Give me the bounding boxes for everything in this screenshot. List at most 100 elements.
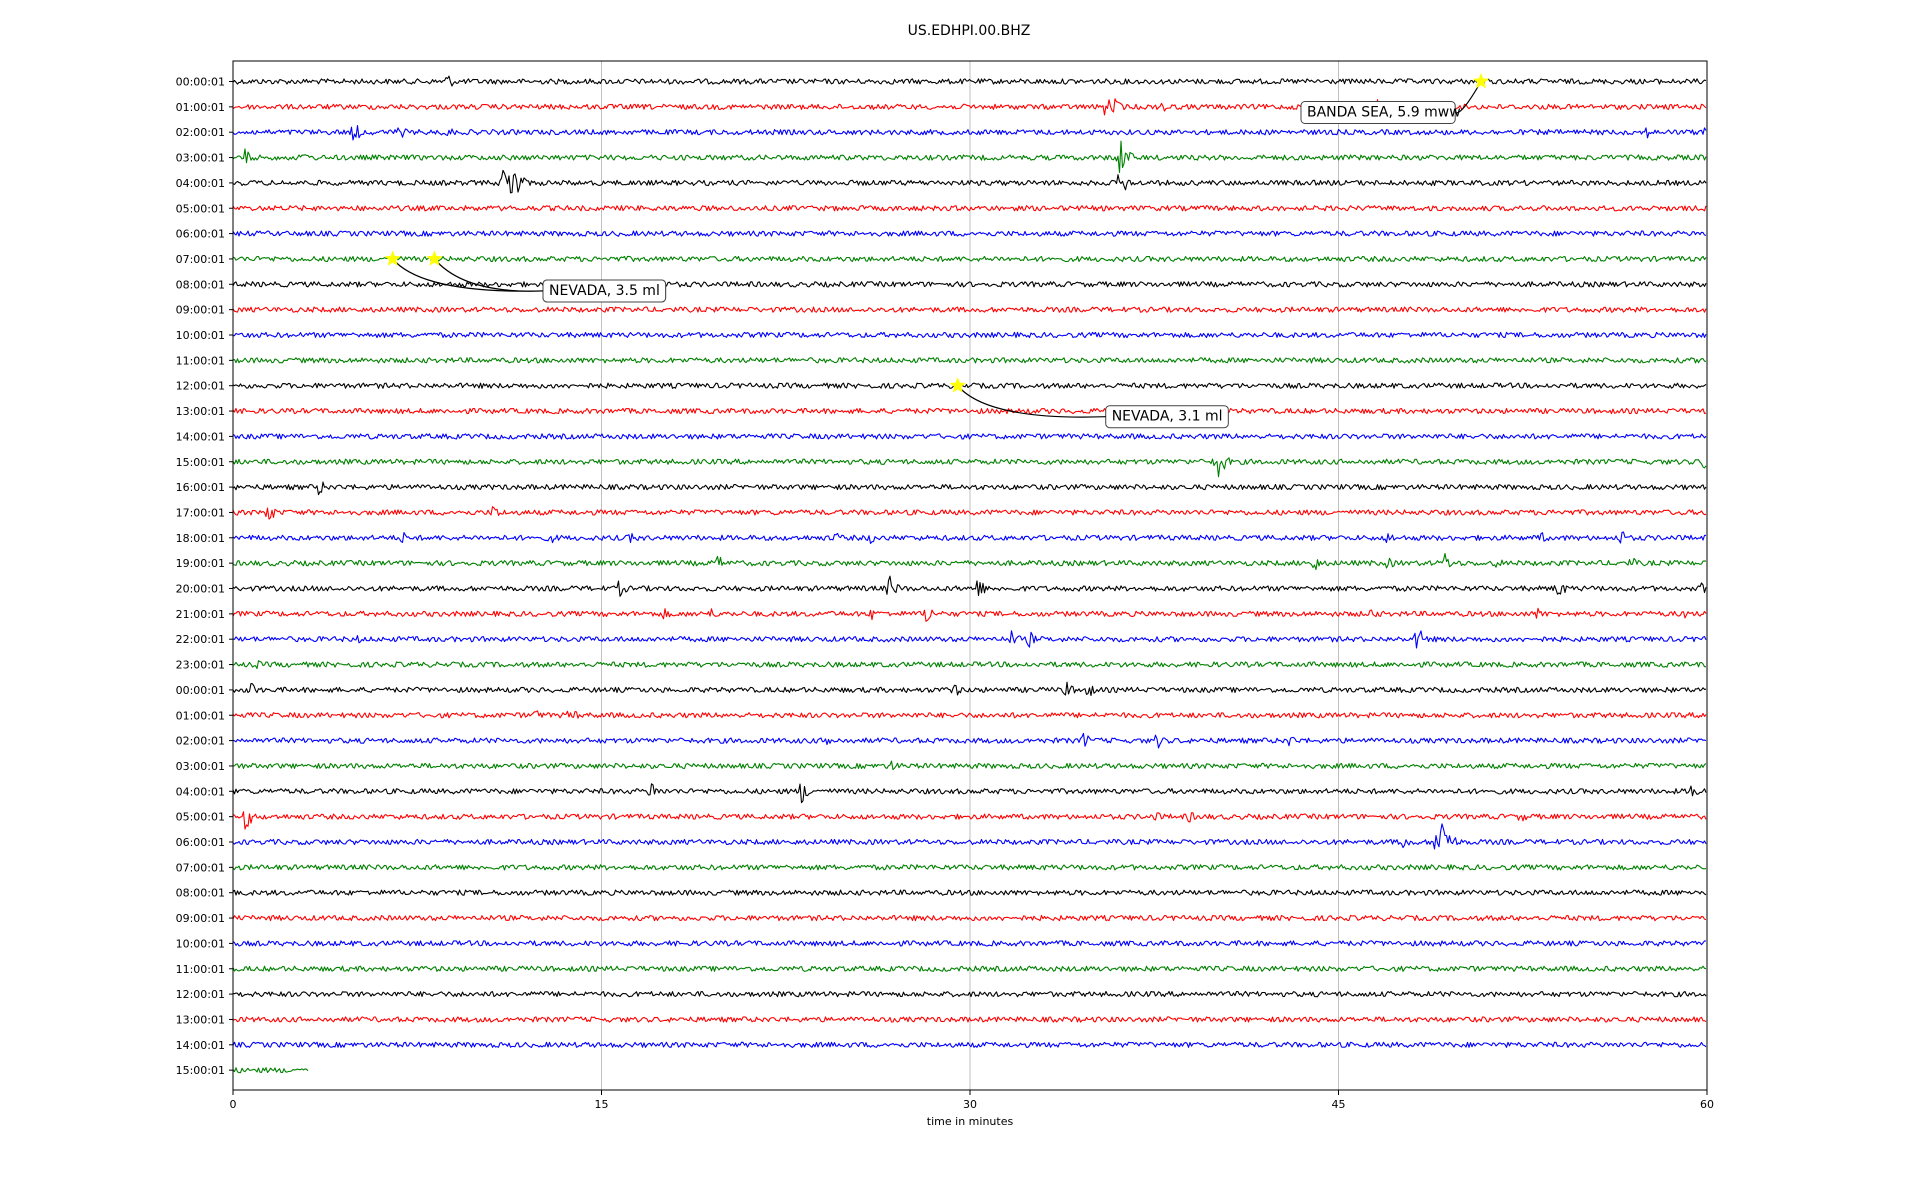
trace-line bbox=[232, 823, 1707, 850]
row-time-label: 18:00:01 bbox=[176, 532, 225, 545]
trace-line bbox=[232, 481, 1707, 496]
trace-line bbox=[232, 506, 1707, 520]
chart-title: US.EDHPI.00.BHZ bbox=[908, 23, 1031, 39]
x-axis-label: time in minutes bbox=[927, 1115, 1014, 1128]
row-time-label: 00:00:01 bbox=[176, 76, 225, 89]
trace-line bbox=[232, 552, 1707, 571]
trace-line bbox=[232, 1067, 309, 1074]
row-time-label: 14:00:01 bbox=[176, 1039, 225, 1052]
trace-line bbox=[232, 990, 1707, 998]
event-star-marker bbox=[949, 377, 966, 393]
trace-line bbox=[232, 760, 1707, 771]
row-time-label: 17:00:01 bbox=[176, 506, 225, 519]
trace-line bbox=[232, 607, 1707, 622]
event-star-marker bbox=[384, 250, 401, 266]
row-time-label: 20:00:01 bbox=[176, 583, 225, 596]
event-label: NEVADA, 3.5 ml bbox=[549, 283, 660, 299]
event-label: BANDA SEA, 5.9 mww bbox=[1307, 105, 1461, 121]
row-time-label: 15:00:01 bbox=[176, 456, 225, 469]
trace-line bbox=[232, 140, 1707, 174]
trace-line bbox=[232, 1016, 1707, 1023]
trace-line bbox=[232, 630, 1707, 649]
row-time-label: 15:00:01 bbox=[176, 1064, 225, 1077]
row-time-label: 01:00:01 bbox=[176, 101, 225, 114]
trace-line bbox=[232, 125, 1707, 141]
trace-line bbox=[232, 205, 1707, 212]
trace-line bbox=[232, 660, 1706, 670]
row-time-label: 21:00:01 bbox=[176, 608, 225, 621]
x-tick-label: 30 bbox=[963, 1098, 977, 1111]
trace-line bbox=[232, 230, 1707, 237]
plot-frame bbox=[232, 60, 1708, 1091]
event-star-marker bbox=[1472, 72, 1490, 89]
trace-line bbox=[232, 811, 1707, 830]
row-time-label: 10:00:01 bbox=[176, 937, 225, 950]
trace-line bbox=[232, 433, 1707, 440]
event-star-marker bbox=[426, 250, 443, 266]
row-time-label: 01:00:01 bbox=[176, 709, 225, 722]
row-time-label: 06:00:01 bbox=[176, 228, 225, 241]
trace-line bbox=[232, 965, 1707, 972]
trace-line bbox=[232, 531, 1707, 544]
trace-line bbox=[232, 407, 1707, 415]
row-time-label: 14:00:01 bbox=[176, 430, 225, 443]
x-tick-label: 0 bbox=[230, 1098, 237, 1111]
row-time-label: 07:00:01 bbox=[176, 861, 225, 874]
trace-line bbox=[232, 169, 1707, 194]
row-time-label: 09:00:01 bbox=[176, 304, 225, 317]
trace-line bbox=[232, 1041, 1707, 1048]
trace-line bbox=[232, 783, 1707, 804]
trace-line bbox=[232, 940, 1707, 947]
trace-line bbox=[232, 732, 1707, 749]
trace-line bbox=[232, 75, 1707, 87]
event-connector bbox=[433, 258, 544, 292]
row-time-label: 08:00:01 bbox=[176, 278, 225, 291]
x-tick-label: 15 bbox=[595, 1098, 609, 1111]
row-time-label: 04:00:01 bbox=[176, 785, 225, 798]
row-time-label: 10:00:01 bbox=[176, 329, 225, 342]
row-time-label: 06:00:01 bbox=[176, 836, 225, 849]
trace-line bbox=[232, 306, 1707, 313]
row-time-label: 16:00:01 bbox=[176, 481, 225, 494]
row-time-label: 22:00:01 bbox=[176, 633, 225, 646]
row-time-label: 19:00:01 bbox=[176, 557, 225, 570]
trace-line bbox=[232, 331, 1707, 339]
row-time-label: 05:00:01 bbox=[176, 811, 225, 824]
x-tick-label: 60 bbox=[1700, 1098, 1714, 1111]
row-time-label: 08:00:01 bbox=[176, 887, 225, 900]
row-time-label: 04:00:01 bbox=[176, 177, 225, 190]
x-tick-label: 45 bbox=[1332, 1098, 1346, 1111]
event-label: NEVADA, 3.1 ml bbox=[1112, 409, 1223, 425]
row-time-label: 23:00:01 bbox=[176, 659, 225, 672]
trace-line bbox=[232, 457, 1707, 478]
row-time-label: 03:00:01 bbox=[176, 760, 225, 773]
x-axis-ticks: 0 15 30 45 60 bbox=[230, 1090, 1714, 1111]
row-time-label: 02:00:01 bbox=[176, 126, 225, 139]
trace-line bbox=[232, 575, 1707, 597]
trace-line bbox=[232, 681, 1707, 697]
row-time-label: 03:00:01 bbox=[176, 152, 225, 165]
row-time-label: 12:00:01 bbox=[176, 988, 225, 1001]
trace-line bbox=[232, 98, 1707, 117]
trace-line bbox=[232, 889, 1707, 896]
row-time-label: 13:00:01 bbox=[176, 1013, 225, 1026]
trace-line bbox=[232, 710, 1707, 719]
event-connector bbox=[957, 385, 1106, 418]
trace-line bbox=[232, 255, 1707, 263]
row-time-label: 00:00:01 bbox=[176, 684, 225, 697]
trace-line bbox=[232, 382, 1707, 389]
row-time-label: 09:00:01 bbox=[176, 912, 225, 925]
trace-line bbox=[232, 914, 1707, 922]
row-time-label: 13:00:01 bbox=[176, 405, 225, 418]
row-time-label: 11:00:01 bbox=[176, 354, 225, 367]
trace-line bbox=[232, 864, 1707, 871]
row-time-label: 07:00:01 bbox=[176, 253, 225, 266]
row-time-label: 11:00:01 bbox=[176, 963, 225, 976]
row-time-label: 02:00:01 bbox=[176, 735, 225, 748]
row-time-label: 05:00:01 bbox=[176, 202, 225, 215]
row-time-labels: 00:00:01 01:00:01 02:00:01 03:00:01 04:00:01… bbox=[176, 76, 233, 1077]
trace-line bbox=[232, 357, 1707, 364]
